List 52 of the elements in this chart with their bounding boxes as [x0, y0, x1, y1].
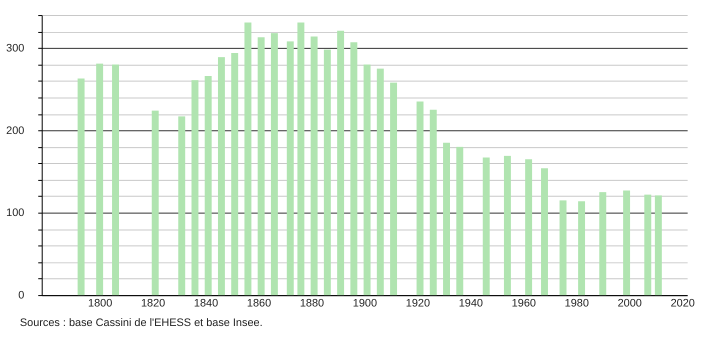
bar — [430, 110, 437, 296]
x-tick-label: 1880 — [300, 298, 324, 310]
bar — [364, 64, 371, 296]
x-tick-label: 1860 — [246, 298, 272, 310]
x-tick-label: 1900 — [352, 298, 378, 310]
bar — [112, 64, 119, 296]
bar — [560, 200, 567, 296]
x-tick-label: 2000 — [618, 298, 642, 310]
bar — [78, 78, 85, 296]
bar — [258, 37, 265, 296]
bar — [578, 201, 586, 296]
bar — [297, 22, 304, 296]
bar — [270, 33, 278, 296]
bar — [525, 159, 532, 296]
y-tick-label: 200 — [6, 124, 24, 137]
bar — [376, 68, 384, 296]
x-tick-label: 1980 — [564, 298, 589, 310]
x-tick-label: 1940 — [458, 298, 483, 310]
bar — [350, 42, 358, 296]
bar — [244, 22, 252, 296]
bar — [231, 52, 238, 296]
x-tick-label: 1800 — [88, 298, 112, 310]
bar — [504, 156, 511, 296]
bar — [337, 30, 344, 296]
bar — [456, 146, 464, 296]
bar — [416, 102, 424, 296]
x-tick-label: 2020 — [670, 298, 695, 310]
x-tick-label: 1920 — [406, 298, 430, 310]
bar — [96, 64, 104, 296]
bar — [191, 80, 198, 296]
bar — [599, 192, 606, 296]
bar — [310, 36, 318, 296]
y-tick-label: 0 — [18, 290, 24, 302]
bar — [443, 142, 450, 296]
bar — [218, 57, 225, 296]
bar — [204, 76, 212, 296]
x-tick-label: 1960 — [512, 298, 536, 310]
bar — [286, 41, 294, 296]
bar — [654, 195, 662, 296]
x-tick-label: 1840 — [194, 298, 218, 310]
bar — [623, 190, 630, 296]
bar — [390, 82, 398, 296]
y-tick-label: 100 — [6, 207, 24, 220]
y-tick-label: 300 — [6, 42, 24, 54]
bar — [152, 110, 159, 296]
bar — [644, 194, 652, 296]
bar — [324, 50, 331, 296]
bar — [541, 168, 548, 296]
bar — [178, 116, 186, 296]
source-note: Sources : base Cassini de l'EHESS et base Insee. — [20, 316, 263, 329]
x-tick-label: 1820 — [140, 298, 166, 310]
bar — [482, 158, 490, 296]
